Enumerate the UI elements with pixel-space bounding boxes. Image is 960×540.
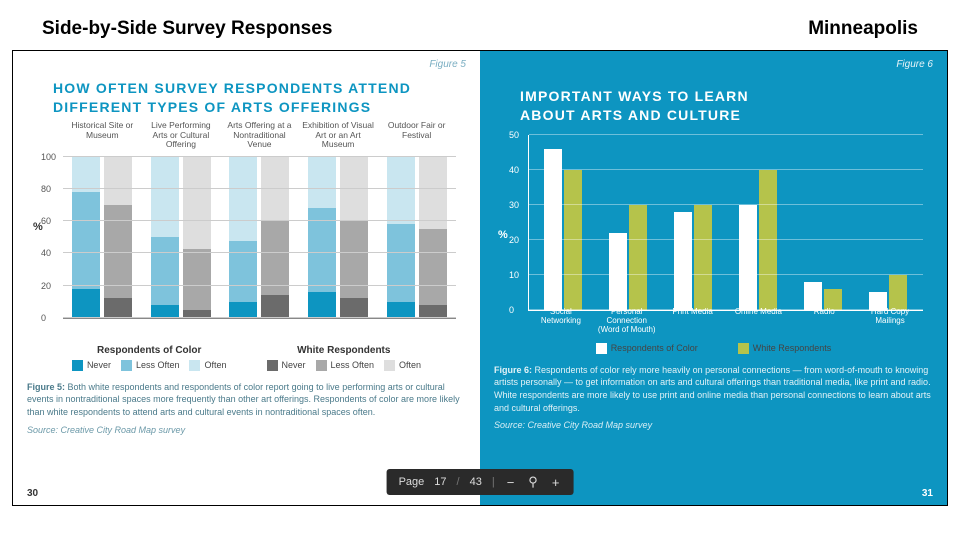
figure-6-label: Figure 6 [896,59,933,70]
figure-6-title: IMPORTANT WAYS TO LEARN ABOUT ARTS AND C… [520,87,933,125]
figure-5-category-label: Exhibition of Visual Art or an Art Museu… [299,121,378,150]
content-frame: Figure 5 HOW OFTEN SURVEY RESPONDENTS AT… [12,50,948,506]
figure-5-ytick: 60 [41,216,51,226]
bar [609,233,627,310]
figure-6-ytick: 30 [509,200,519,210]
stacked-bar [387,157,415,318]
bar [694,205,712,310]
stacked-bar [340,157,368,318]
figure-5-source: Source: Creative City Road Map survey [27,425,466,435]
zoom-reset-icon[interactable]: ⚲ [526,474,540,490]
bar [739,205,757,310]
figure-6-category-label: Online Media [726,308,792,334]
stacked-bar [151,157,179,318]
toolbar-page-word: Page [399,476,425,488]
page-title-left: Side-by-Side Survey Responses [42,18,332,40]
stacked-bar [229,157,257,318]
bar [889,275,907,310]
figure-5-ytick: 80 [41,184,51,194]
figure-5-panel: Figure 5 HOW OFTEN SURVEY RESPONDENTS AT… [13,51,480,505]
figure-6-ytick: 50 [509,130,519,140]
figure-6-ytick: 0 [509,305,514,315]
figure-6-panel: Figure 6 IMPORTANT WAYS TO LEARN ABOUT A… [480,51,947,505]
figure-6-ytick: 20 [509,235,519,245]
figure-5-ytick: 20 [41,281,51,291]
bar [804,282,822,310]
figure-5-title: HOW OFTEN SURVEY RESPONDENTS ATTEND DIFF… [53,79,466,117]
figure-5-ytick: 40 [41,248,51,258]
figure-5-category-label: Outdoor Fair or Festival [377,121,456,150]
figure-6-caption: Figure 6: Respondents of color rely more… [494,364,933,414]
figure-6-category-label: Social Networking [528,308,594,334]
stacked-bar [104,157,132,318]
figure-5-category-label: Live Performing Arts or Cultural Offerin… [142,121,221,150]
figure-6-ytick: 40 [509,165,519,175]
figure-5-category-label: Arts Offering at a Nontraditional Venue [220,121,299,150]
stacked-bar [419,157,447,318]
zoom-in-button[interactable]: + [550,475,562,490]
bar [544,149,562,310]
zoom-out-button[interactable]: − [505,475,517,490]
figure-5-chart: % Historical Site or MuseumLive Performi… [63,123,456,331]
figure-6-category-label: Print Media [660,308,726,334]
bar [629,205,647,310]
toolbar-page-current: 17 [434,476,446,488]
page-title-right: Minneapolis [808,18,918,40]
figure-6-category-label: Radio [791,308,857,334]
figure-5-caption: Figure 5: Both white respondents and res… [27,381,466,419]
pdf-toolbar: Page 17 / 43 | − ⚲ + [387,469,574,495]
figure-5-ytick: 0 [41,313,46,323]
figure-6-legend: Respondents of Color White Respondents [494,343,933,354]
bar [674,212,692,310]
bar [759,170,777,310]
figure-6-category-label: Hard Copy Mailings [857,308,923,334]
figure-5-ytick: 100 [41,152,56,162]
figure-5-legend: Respondents of Color Never Less Often Of… [27,345,466,371]
figure-6-source: Source: Creative City Road Map survey [494,420,933,430]
figure-6-ytick: 10 [509,270,519,280]
stacked-bar [308,157,336,318]
figure-6-chart: % 01020304050 Social NetworkingPersonal … [528,135,923,335]
stacked-bar [261,157,289,318]
figure-5-category-label: Historical Site or Museum [63,121,142,150]
figure-6-category-label: Personal Connection (Word of Mouth) [594,308,660,334]
toolbar-page-total: 43 [470,476,482,488]
bar [564,170,582,310]
stacked-bar [72,157,100,318]
stacked-bar [183,157,211,318]
figure-6-ylabel: % [498,229,508,241]
page-number-left: 30 [27,488,38,499]
figure-5-label: Figure 5 [429,59,466,70]
page-number-right: 31 [922,488,933,499]
